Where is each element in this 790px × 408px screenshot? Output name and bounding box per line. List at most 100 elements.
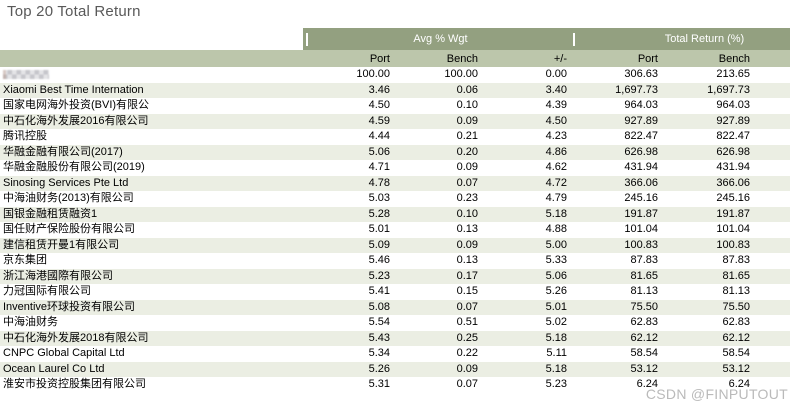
cell-tr-bench: 191.87: [716, 207, 750, 220]
company-name-cell: 力冠国际有限公司: [3, 285, 91, 297]
row-right-pad: [750, 253, 790, 269]
cell-tr-port: 58.54: [630, 347, 658, 359]
row-right-pad: [750, 98, 790, 114]
cell-avg-bench: 0.23: [456, 192, 478, 204]
cell-avg-port: 5.06: [368, 145, 390, 158]
table-row: 中海油财务(2013)有限公司 5.03 0.23 4.79 245.16 245.16: [0, 191, 790, 207]
cell-avg-bench: 0.51: [456, 316, 478, 328]
row-right-pad: [750, 145, 790, 161]
table-row: 浙江海港國際有限公司 5.23 0.17 5.06 81.65 81.65: [0, 268, 790, 285]
cell-plus-minus: 5.18: [545, 331, 567, 344]
cell-tr-bench: 366.06: [716, 176, 750, 189]
cell-plus-minus: 5.18: [545, 207, 567, 220]
company-name-cell: Sinosing Services Pte Ltd: [3, 176, 129, 189]
cell-avg-port: 3.46: [368, 83, 390, 96]
cell-plus-minus: 5.01: [545, 300, 567, 313]
watermark: CSDN @FINPUTOUT: [645, 386, 788, 402]
cell-avg-port: 5.41: [368, 285, 390, 297]
cell-tr-port: 306.63: [624, 68, 658, 80]
cell-plus-minus: 0.00: [545, 68, 567, 80]
cell-avg-port: 5.09: [368, 238, 390, 251]
cell-tr-bench: 53.12: [722, 362, 750, 375]
table-row: 中石化海外发展2018有限公司 5.43 0.25 5.18 62.12 62.12: [0, 330, 790, 346]
cell-plus-minus: 4.23: [545, 130, 567, 142]
cell-tr-bench: 626.98: [716, 145, 750, 158]
table-body: 100.00 100.00 0.00 306.63 213.65 Xiaomi Best …: [0, 67, 790, 393]
cell-avg-bench: 0.21: [456, 130, 478, 142]
row-right-pad: [750, 362, 790, 378]
company-name-cell: Inventive环球投资有限公司: [3, 300, 136, 313]
row-right-pad: [750, 269, 790, 285]
column-header-row: Port Bench +/- Port Bench: [0, 50, 790, 67]
table-row: 力冠国际有限公司 5.41 0.15 5.26 81.13 81.13: [0, 284, 790, 300]
cell-avg-bench: 0.09: [456, 161, 478, 173]
row-right-pad: [750, 207, 790, 223]
row-right-pad: [750, 114, 790, 130]
col-header-tr-port: Port: [637, 52, 658, 65]
cell-avg-bench: 0.15: [456, 285, 478, 297]
group-header-total-return: Total Return (%): [664, 33, 745, 45]
cell-avg-bench: 0.10: [456, 207, 478, 220]
cell-tr-port: 245.16: [624, 192, 658, 204]
table-row: Ocean Laurel Co Ltd 5.26 0.09 5.18 53.12 53.1…: [0, 361, 790, 378]
row-right-pad: [750, 176, 790, 192]
cell-plus-minus: 4.50: [545, 114, 567, 127]
cell-plus-minus: 3.40: [545, 83, 567, 96]
cell-tr-bench: 81.65: [722, 269, 750, 282]
cell-avg-bench: 0.07: [456, 378, 478, 390]
cell-tr-port: 626.98: [624, 145, 658, 158]
cell-tr-bench: 431.94: [716, 161, 750, 173]
cell-tr-port: 62.83: [630, 316, 658, 328]
cell-avg-port: 5.01: [368, 223, 390, 235]
cell-avg-bench: 0.13: [456, 223, 478, 235]
cell-avg-port: 5.46: [368, 254, 390, 266]
company-name-cell: 中海油财务(2013)有限公司: [3, 192, 134, 204]
cell-plus-minus: 5.26: [545, 285, 567, 297]
cell-plus-minus: 5.11: [546, 347, 567, 359]
cell-tr-port: 964.03: [624, 99, 658, 111]
row-right-pad: [750, 191, 790, 207]
cell-tr-port: 100.83: [624, 238, 658, 251]
row-right-pad: [750, 300, 790, 316]
cell-avg-bench: 0.07: [456, 176, 478, 189]
table-row: 中海油财务 5.54 0.51 5.02 62.83 62.83: [0, 315, 790, 331]
col-header-plus-minus: +/-: [553, 52, 567, 65]
cell-tr-bench: 58.54: [722, 347, 750, 359]
cell-tr-port: 6.24: [636, 378, 658, 390]
table-row: 100.00 100.00 0.00 306.63 213.65: [0, 67, 790, 83]
row-right-pad: [750, 67, 790, 83]
cell-tr-port: 81.13: [630, 285, 658, 297]
cell-plus-minus: 5.02: [545, 316, 567, 328]
table-row: 国任财产保险股份有限公司 5.01 0.13 4.88 101.04 101.04: [0, 222, 790, 238]
page-title: Top 20 Total Return: [7, 3, 141, 20]
cell-plus-minus: 5.18: [545, 362, 567, 375]
cell-tr-bench: 62.83: [722, 316, 750, 328]
row-right-pad: [750, 129, 790, 145]
cell-avg-bench: 0.10: [456, 99, 478, 111]
company-name-cell: 京东集团: [3, 254, 47, 266]
cell-avg-port: 4.59: [368, 114, 390, 127]
cell-tr-port: 1,697.73: [615, 83, 658, 96]
cell-avg-bench: 0.13: [456, 254, 478, 266]
cell-plus-minus: 4.86: [545, 145, 567, 158]
cell-plus-minus: 4.88: [545, 223, 567, 235]
cell-avg-port: 100.00: [356, 68, 390, 80]
cell-tr-bench: 245.16: [716, 192, 750, 204]
row-right-pad: [750, 315, 790, 331]
cell-avg-port: 5.26: [368, 362, 390, 375]
cell-avg-port: 5.43: [368, 331, 390, 344]
table-row: 国家电网海外投资(BVI)有限公 4.50 0.10 4.39 964.03 964.03: [0, 98, 790, 114]
cell-plus-minus: 4.39: [545, 99, 567, 111]
group-header-avg-wgt: Avg % Wgt: [413, 33, 468, 45]
cell-tr-port: 87.83: [630, 254, 658, 266]
company-name-cell: 建信租赁开曼1有限公司: [3, 238, 120, 251]
table-row: 淮安市投资控股集团有限公司 5.31 0.07 5.23 6.24 6.24: [0, 377, 790, 393]
cell-avg-bench: 0.22: [456, 347, 478, 359]
cell-avg-bench: 0.09: [456, 238, 478, 251]
cell-plus-minus: 5.00: [545, 238, 567, 251]
cell-avg-port: 5.28: [368, 207, 390, 220]
cell-tr-port: 62.12: [630, 331, 658, 344]
company-name-cell: 浙江海港國際有限公司: [3, 269, 113, 282]
cell-tr-bench: 100.83: [716, 238, 750, 251]
cell-tr-bench: 75.50: [722, 300, 750, 313]
